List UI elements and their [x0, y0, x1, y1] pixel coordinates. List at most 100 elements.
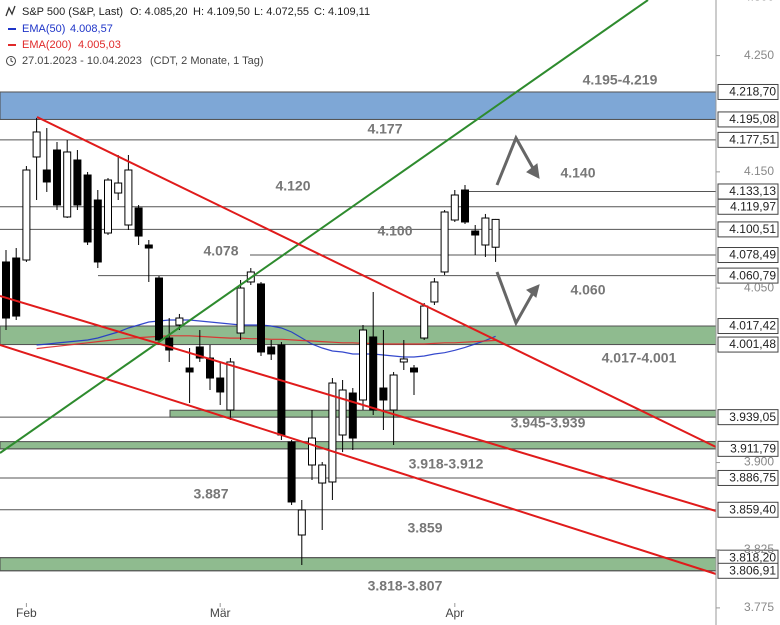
candle-body: [53, 149, 61, 206]
candle-body: [83, 174, 92, 243]
candle-body: [42, 169, 51, 183]
candle-body: [420, 305, 429, 339]
level-annotation: 3.887: [193, 486, 228, 502]
price-label-box: [717, 440, 779, 457]
ema-lines: [36, 319, 496, 358]
candle-body: [22, 169, 31, 261]
candle-body: [491, 218, 500, 248]
level-annotation: 4.140: [560, 165, 595, 181]
legend-value: 4.005,03: [78, 39, 121, 51]
legend: S&P 500 (S&P, Last) O: 4.085,20 H: 4.109…: [5, 5, 370, 67]
ema-line: [36, 319, 496, 358]
level-annotation: 4.060: [570, 282, 605, 298]
price-label-box: [717, 501, 779, 518]
clock-icon: [6, 56, 16, 66]
candle-body: [175, 317, 184, 326]
arrow-head: [526, 284, 540, 298]
y-tick-label: 3.825: [744, 542, 774, 556]
candle-body: [195, 346, 204, 359]
price-label-box: [717, 562, 779, 579]
candle-body: [2, 261, 10, 319]
zone: [0, 91, 717, 120]
candle-body: [297, 509, 306, 536]
legend-name: EMA(200): [22, 39, 72, 51]
axis: 4.218,70 4.195,08 4.177,51 4.133,134.119,97…: [716, 0, 779, 614]
candle-body: [114, 182, 123, 194]
candle-body: [12, 257, 21, 317]
candle-body: [461, 189, 469, 223]
clock-hand: [10, 58, 14, 63]
x-tick-label: Feb: [16, 606, 37, 620]
price-label-box: [717, 318, 779, 335]
candle-body: [93, 199, 102, 263]
y-tick-label: 3.775: [744, 600, 774, 614]
level-annotation: 4.177: [367, 121, 402, 137]
candle-body: [369, 336, 378, 411]
candle-body: [450, 194, 459, 221]
candle-body: [104, 179, 112, 234]
price-label: 4.078,49: [729, 248, 776, 262]
price-label: 3.939,05: [729, 410, 776, 424]
price-label-box: [717, 198, 779, 215]
candle-body: [379, 387, 388, 401]
arrow: [495, 271, 536, 327]
candle-body: [236, 287, 245, 334]
legend-period-note: (CDT, 2 Monate, 1 Tag): [150, 55, 264, 67]
y-tick-label: 4.250: [744, 48, 774, 62]
price-label: 4.017,42: [729, 319, 776, 333]
legend-series: EMA(50) 4.008,57 EMA(200) 4.005,03: [8, 23, 121, 51]
candle-body: [287, 441, 296, 503]
price-label: 4.119,97: [730, 199, 776, 213]
zone-label: 4.017-4.001: [602, 350, 677, 366]
candle-body: [144, 244, 153, 249]
candle-body: [73, 159, 82, 206]
zone: [169, 409, 717, 418]
price-label: 4.195,08: [729, 112, 776, 126]
x-tick-label: Mär: [210, 606, 231, 620]
legend-ohlc: L: 4.072,55: [254, 6, 309, 18]
arrows: [495, 134, 540, 327]
price-axis-panel: [716, 0, 780, 625]
price-label: 4.133,13: [729, 184, 776, 198]
price-label: 4.100,51: [729, 222, 776, 236]
candle-body: [226, 361, 235, 411]
price-label: 3.818,20: [729, 550, 776, 564]
price-label: 4.218,70: [729, 85, 776, 99]
candle-body: [471, 230, 480, 236]
legend-ohlc: H: 4.109,50: [193, 6, 250, 18]
price-label: 3.911,79: [730, 442, 776, 456]
price-label-box: [717, 131, 779, 148]
x-tick-label: Apr: [445, 606, 464, 620]
candle-body: [338, 389, 347, 436]
candle-body: [348, 392, 357, 439]
candle-body: [308, 437, 316, 466]
candle-body: [440, 211, 449, 273]
candle-body: [32, 131, 41, 158]
level-annotation: 4.120: [275, 178, 310, 194]
trend-line: [0, 344, 717, 575]
price-label: 3.886,75: [729, 471, 776, 485]
level-annotation: 3.859: [407, 520, 442, 536]
level-annotation: 4.078: [203, 243, 238, 259]
candle-body: [165, 337, 174, 351]
price-label-box: [717, 469, 779, 486]
level-annotation: 4.100: [377, 223, 412, 239]
y-tick-label: 3.900: [744, 455, 774, 469]
price-label-box: [717, 247, 779, 264]
candle-body: [134, 207, 143, 237]
trend-line: [0, 0, 649, 454]
y-tick-label: 4.300: [744, 0, 774, 4]
price-label-box: [717, 111, 779, 128]
candle-body: [185, 367, 194, 373]
zone-label: 3.945-3.939: [511, 415, 586, 431]
candle-body: [399, 358, 408, 363]
price-label: 3.806,91: [729, 563, 776, 577]
price-label: 4.001,48: [729, 337, 776, 351]
legend-title: S&P 500 (S&P, Last): [22, 6, 123, 18]
zone: [0, 441, 717, 450]
zone-label: 4.195-4.219: [583, 72, 658, 88]
zone-label: 3.818-3.807: [368, 578, 443, 594]
ema-line: [36, 335, 496, 350]
legend-period: 27.01.2023 - 10.04.2023: [22, 55, 142, 67]
